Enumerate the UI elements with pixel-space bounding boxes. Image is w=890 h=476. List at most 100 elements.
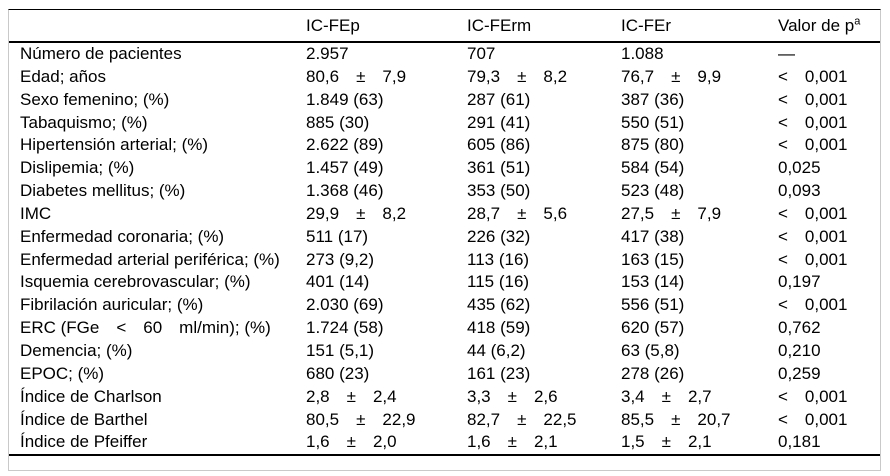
cell-icferm: 82,7 ± 22,5 bbox=[467, 409, 577, 429]
table-row: Demencia; (%) 151 (5,1) 44 (6,2) 63 (5,8) 0,… bbox=[9, 340, 880, 363]
table-row: Tabaquismo; (%) 885 (30) 291 (41) 550 (51) <… bbox=[9, 112, 880, 135]
row-label: Diabetes mellitus; (%) bbox=[20, 181, 186, 201]
header-icferm: IC-FErm bbox=[467, 10, 621, 43]
header-icfep: IC-FEp bbox=[306, 10, 467, 43]
cell-icfep: 2.957 bbox=[306, 44, 349, 63]
cell-icfep: 1,6 ± 2,0 bbox=[306, 432, 397, 452]
cell-icfep: 511 (17) bbox=[306, 226, 369, 246]
table-header: IC-FEp IC-FErm IC-FEr Valor de pa bbox=[9, 10, 880, 43]
cell-icfer: 584 (54) bbox=[621, 158, 685, 178]
cell-icfep: 273 (9,2) bbox=[306, 249, 375, 269]
cell-icfer: 620 (57) bbox=[621, 318, 685, 338]
cell-pvalue: 0,197 bbox=[778, 272, 821, 292]
cell-icfep: 2.622 (89) bbox=[306, 135, 384, 155]
cell-icfer: 163 (15) bbox=[621, 249, 685, 269]
header-row: IC-FEp IC-FErm IC-FEr Valor de pa bbox=[9, 10, 880, 43]
cell-icfer: 550 (51) bbox=[621, 112, 685, 132]
row-label: Enfermedad arterial periférica; (%) bbox=[20, 249, 280, 269]
row-label: Demencia; (%) bbox=[20, 340, 133, 360]
cell-icfep: 29,9 ± 8,2 bbox=[306, 203, 407, 223]
cell-pvalue: 0,025 bbox=[778, 158, 821, 178]
row-label: Índice de Barthel bbox=[20, 409, 148, 429]
cell-pvalue: < 0,001 bbox=[778, 295, 848, 315]
cell-icfer: 76,7 ± 9,9 bbox=[621, 66, 722, 86]
cell-icfep: 1.368 (46) bbox=[306, 181, 384, 201]
row-label: ERC (FGe < 60 ml/min); (%) bbox=[20, 318, 271, 338]
cell-icfer: 875 (80) bbox=[621, 135, 685, 155]
cell-icfep: 885 (30) bbox=[306, 112, 370, 132]
cell-pvalue: 0,762 bbox=[778, 318, 821, 338]
row-label: Índice de Pfeiffer bbox=[20, 432, 148, 452]
cell-icfer: 417 (38) bbox=[621, 226, 685, 246]
cell-icferm: 113 (16) bbox=[467, 249, 530, 269]
table-row: EPOC; (%) 680 (23) 161 (23) 278 (26) 0,259 bbox=[9, 363, 880, 386]
cell-pvalue: < 0,001 bbox=[778, 135, 848, 155]
cell-icfer: 3,4 ± 2,7 bbox=[621, 386, 712, 406]
cell-icferm: 226 (32) bbox=[467, 226, 531, 246]
patient-characteristics-table: IC-FEp IC-FErm IC-FEr Valor de pa Número… bbox=[9, 10, 880, 457]
table-row: ERC (FGe < 60 ml/min); (%) 1.724 (58) 418 … bbox=[9, 317, 880, 340]
cell-pvalue: < 0,001 bbox=[778, 89, 848, 109]
table-row: Enfermedad coronaria; (%) 511 (17) 226 (32… bbox=[9, 226, 880, 249]
row-label: Enfermedad coronaria; (%) bbox=[20, 226, 225, 246]
table-row: Enfermedad arterial periférica; (%) 273 (… bbox=[9, 249, 880, 272]
row-label: Índice de Charlson bbox=[20, 386, 162, 406]
row-label: EPOC; (%) bbox=[20, 363, 105, 383]
cell-icfep: 1.457 (49) bbox=[306, 158, 384, 178]
cell-icferm: 28,7 ± 5,6 bbox=[467, 203, 568, 223]
cell-pvalue: < 0,001 bbox=[778, 226, 848, 246]
cell-icfep: 1.724 (58) bbox=[306, 318, 384, 338]
cell-icfep: 2.030 (69) bbox=[306, 295, 384, 315]
cell-icferm: 291 (41) bbox=[467, 112, 531, 132]
table-row: Isquemia cerebrovascular; (%) 401 (14) 115… bbox=[9, 271, 880, 294]
cell-pvalue: 0,181 bbox=[778, 432, 821, 452]
cell-icfer: 63 (5,8) bbox=[621, 340, 680, 360]
table-row: Fibrilación auricular; (%) 2.030 (69) 435 … bbox=[9, 294, 880, 317]
cell-icfep: 680 (23) bbox=[306, 363, 370, 383]
cell-icfer: 153 (14) bbox=[621, 272, 685, 292]
cell-icferm: 1,6 ± 2,1 bbox=[467, 432, 558, 452]
cell-icfep: 151 (5,1) bbox=[306, 340, 375, 360]
table-row: Sexo femenino; (%) 1.849 (63) 287 (61) 387 … bbox=[9, 89, 880, 112]
cell-icferm: 707 bbox=[467, 44, 496, 63]
row-label: Tabaquismo; (%) bbox=[20, 112, 148, 132]
table-row: Hipertensión arterial; (%) 2.622 (89) 605 … bbox=[9, 134, 880, 157]
row-label: Sexo femenino; (%) bbox=[20, 89, 170, 109]
cell-pvalue: — bbox=[778, 44, 795, 63]
cell-icfer: 278 (26) bbox=[621, 363, 685, 383]
header-label-column bbox=[9, 10, 306, 43]
cell-pvalue: < 0,001 bbox=[778, 386, 848, 406]
cell-icfer: 523 (48) bbox=[621, 181, 685, 201]
table-row: Índice de Barthel 80,5 ± 22,9 82,7 ± 22,5 8… bbox=[9, 409, 880, 432]
header-pvalue: Valor de pa bbox=[778, 10, 880, 43]
cell-icfer: 27,5 ± 7,9 bbox=[621, 203, 722, 223]
table-row: IMC 29,9 ± 8,2 28,7 ± 5,6 27,5 ± 7,9 < 0,001 bbox=[9, 203, 880, 226]
row-label: Isquemia cerebrovascular; (%) bbox=[20, 272, 251, 292]
row-label: Hipertensión arterial; (%) bbox=[20, 135, 209, 155]
cell-pvalue: < 0,001 bbox=[778, 112, 848, 132]
cell-icferm: 79,3 ± 8,2 bbox=[467, 66, 568, 86]
cell-icfer: 1,5 ± 2,1 bbox=[621, 432, 712, 452]
header-icfer: IC-FEr bbox=[621, 10, 778, 43]
cell-icferm: 361 (51) bbox=[467, 158, 531, 178]
row-label: Edad; años bbox=[20, 66, 107, 86]
cell-icfer: 85,5 ± 20,7 bbox=[621, 409, 731, 429]
table-body: Número de pacientes 2.957 707 1.088 — Edad; a… bbox=[9, 42, 880, 455]
table-row: Índice de Charlson 2,8 ± 2,4 3,3 ± 2,6 3,4 … bbox=[9, 386, 880, 409]
table-row: Dislipemia; (%) 1.457 (49) 361 (51) 584 (54… bbox=[9, 157, 880, 180]
cell-icfer: 387 (36) bbox=[621, 89, 685, 109]
cell-icferm: 605 (86) bbox=[467, 135, 531, 155]
row-label: IMC bbox=[20, 203, 52, 223]
cell-pvalue: 0,259 bbox=[778, 363, 821, 383]
cell-icferm: 3,3 ± 2,6 bbox=[467, 386, 558, 406]
cell-icfer: 1.088 bbox=[621, 44, 664, 63]
cell-icfep: 2,8 ± 2,4 bbox=[306, 386, 397, 406]
cell-icfep: 80,5 ± 22,9 bbox=[306, 409, 416, 429]
cell-icferm: 161 (23) bbox=[467, 363, 531, 383]
row-label: Número de pacientes bbox=[20, 44, 182, 63]
cell-icferm: 287 (61) bbox=[467, 89, 531, 109]
pvalue-footnote-marker: a bbox=[854, 14, 861, 27]
cell-pvalue: < 0,001 bbox=[778, 249, 848, 269]
cell-icfer: 556 (51) bbox=[621, 295, 685, 315]
row-label: Dislipemia; (%) bbox=[20, 158, 135, 178]
